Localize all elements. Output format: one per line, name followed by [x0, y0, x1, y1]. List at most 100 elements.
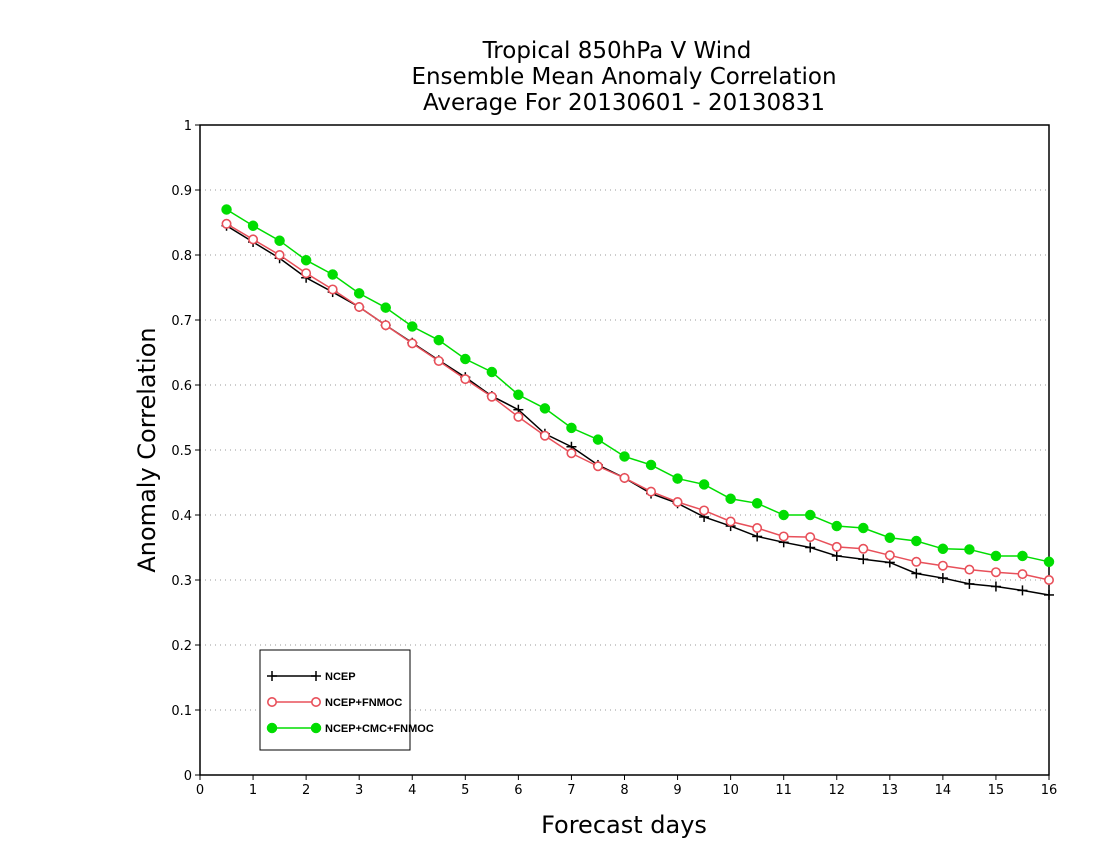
- legend: NCEP NCEP+FNMOC NCEP+CMC+FNMOC: [259, 649, 434, 751]
- x-tick-label: 14: [935, 783, 952, 798]
- data-point: [884, 550, 895, 561]
- data-point: [699, 505, 710, 516]
- data-point: [1043, 556, 1055, 568]
- data-point: [486, 391, 497, 402]
- data-point: [566, 422, 577, 434]
- x-tick-label: 16: [1041, 783, 1058, 798]
- y-tick-label: 0.1: [171, 704, 192, 719]
- series-line: [226, 208, 1050, 563]
- data-point: [990, 567, 1001, 578]
- legend-marker: [266, 722, 278, 734]
- data-point: [221, 204, 232, 215]
- data-point: [751, 498, 763, 509]
- data-point: [672, 473, 683, 484]
- data-point: [698, 479, 710, 490]
- x-tick-label: 0: [196, 783, 204, 798]
- data-point: [858, 554, 869, 565]
- x-tick-label: 7: [567, 783, 575, 798]
- legend-marker: [310, 696, 321, 707]
- title-line-1: Tropical 850hPa V Wind: [482, 38, 752, 64]
- x-tick-label: 15: [988, 783, 1005, 798]
- data-point: [274, 235, 285, 246]
- data-point: [858, 543, 869, 554]
- data-point: [937, 560, 948, 571]
- data-point: [460, 374, 471, 385]
- x-tick-label: 10: [722, 783, 739, 798]
- legend-marker: [266, 696, 277, 707]
- x-tick-label: 8: [620, 783, 628, 798]
- x-axis-ticks: 0 1 2 3 4 5 6 7 8 9 10 11 12 13 14 15 16: [196, 775, 1057, 798]
- data-point: [513, 411, 524, 422]
- data-point: [831, 520, 842, 532]
- data-point: [380, 302, 391, 313]
- x-tick-label: 3: [355, 783, 363, 798]
- data-point: [964, 544, 975, 555]
- data-point: [990, 581, 1001, 592]
- title-line-3: Average For 20130601 - 20130831: [423, 90, 825, 116]
- data-point: [1044, 589, 1054, 600]
- data-point: [937, 573, 948, 584]
- data-point: [619, 451, 630, 462]
- data-point: [725, 516, 736, 527]
- legend-item: NCEP+FNMOC: [266, 696, 402, 709]
- data-point: [433, 334, 445, 346]
- legend-label: NCEP+FNMOC: [325, 697, 402, 709]
- data-point: [646, 486, 657, 497]
- y-tick-label: 0.9: [171, 184, 192, 199]
- data-point: [1017, 569, 1028, 580]
- data-point: [1044, 574, 1055, 585]
- data-point: [407, 321, 418, 332]
- legend-label: NCEP+CMC+FNMOC: [325, 723, 434, 735]
- y-tick-label: 0: [184, 769, 192, 784]
- data-point: [301, 268, 312, 279]
- series-line: [226, 223, 1050, 581]
- data-point: [645, 459, 657, 471]
- series-ncep: [221, 220, 1054, 600]
- x-axis-label: Forecast days: [541, 811, 707, 839]
- x-tick-label: 11: [775, 783, 792, 798]
- data-point: [752, 522, 763, 533]
- data-point: [407, 338, 418, 349]
- y-tick-label: 0.4: [171, 509, 192, 524]
- data-point: [778, 509, 789, 521]
- data-point: [433, 355, 444, 366]
- data-point: [831, 541, 842, 552]
- data-point: [221, 218, 232, 229]
- x-tick-label: 13: [882, 783, 899, 798]
- legend-item: NCEP: [267, 671, 356, 683]
- data-point: [513, 389, 524, 400]
- data-point: [539, 430, 550, 441]
- data-point: [964, 578, 975, 589]
- data-point: [672, 496, 683, 507]
- data-point: [831, 550, 842, 561]
- series-ncep-cmc-fnmoc: [221, 204, 1055, 568]
- y-tick-label: 1: [184, 119, 192, 134]
- data-point: [486, 366, 498, 378]
- data-point: [327, 269, 338, 280]
- data-point: [248, 234, 259, 245]
- y-tick-label: 0.5: [171, 444, 192, 459]
- y-tick-label: 0.2: [171, 639, 192, 654]
- data-point: [1017, 550, 1028, 562]
- title-line-2: Ensemble Mean Anomaly Correlation: [411, 64, 836, 90]
- data-point: [911, 535, 922, 547]
- data-point: [274, 250, 285, 261]
- data-point: [566, 448, 577, 459]
- data-point: [911, 568, 922, 579]
- data-point: [354, 301, 365, 312]
- y-tick-label: 0.3: [171, 574, 192, 589]
- legend-marker: [267, 671, 277, 681]
- series-line: [226, 225, 1050, 596]
- data-point: [990, 550, 1002, 562]
- x-tick-label: 12: [828, 783, 845, 798]
- data-point: [804, 509, 816, 521]
- x-tick-label: 6: [514, 783, 522, 798]
- data-point: [858, 522, 869, 534]
- data-point: [884, 532, 896, 543]
- data-point: [911, 556, 922, 567]
- y-axis-label: Anomaly Correlation: [133, 327, 161, 572]
- data-point: [353, 288, 365, 299]
- data-point: [592, 461, 603, 472]
- x-tick-label: 1: [249, 783, 257, 798]
- legend-box: [259, 649, 411, 751]
